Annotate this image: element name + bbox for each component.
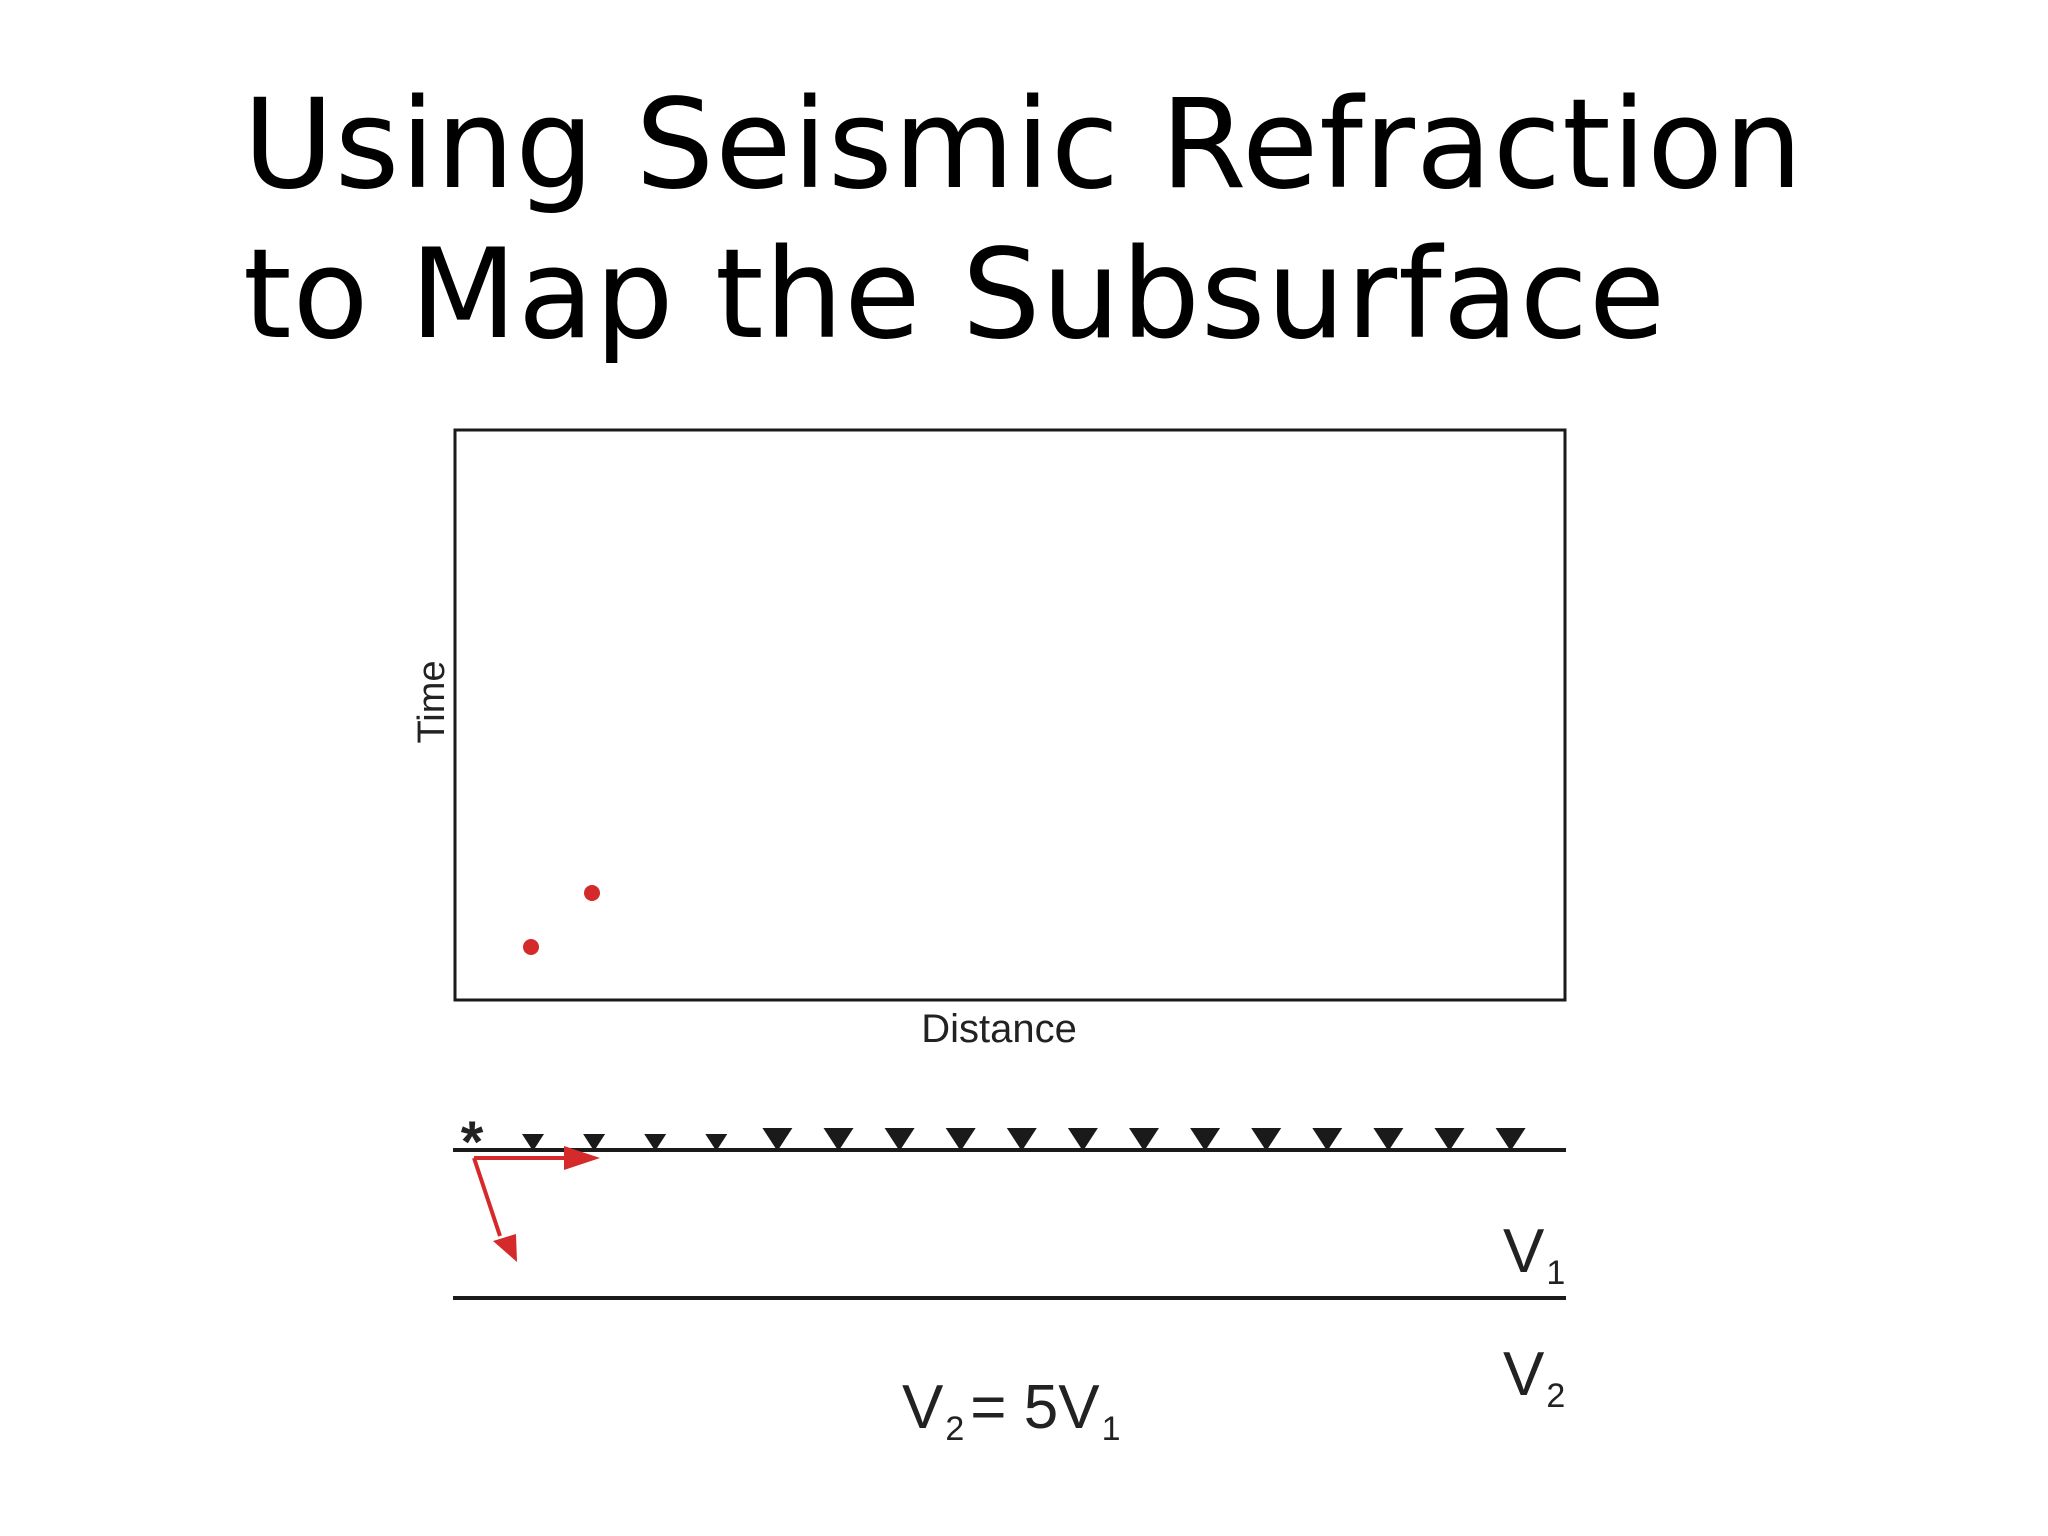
geophone-icon	[1006, 1128, 1037, 1151]
geophone-array	[522, 1128, 1526, 1151]
geophone-icon	[884, 1128, 915, 1151]
geophone-icon	[705, 1134, 728, 1151]
arrival-point	[584, 885, 600, 901]
slide-title-line-1: Using Seismic Refraction	[243, 73, 1804, 217]
layer2-velocity-label: V2	[1503, 1340, 1565, 1415]
geophone-icon	[1434, 1128, 1465, 1151]
geophone-icon	[1312, 1128, 1343, 1151]
slide-title-line-2: to Map the Subsurface	[243, 223, 1667, 367]
geophone-icon	[1251, 1128, 1282, 1151]
geophone-icon	[1495, 1128, 1526, 1151]
geophone-icon	[762, 1128, 793, 1151]
velocity-ratio-equation: V2= 5V1	[902, 1373, 1120, 1448]
downgoing-ray-arrowhead	[493, 1234, 517, 1262]
cross-section: * V1 V2 V2= 5V1	[453, 1110, 1566, 1448]
geophone-icon	[1129, 1128, 1159, 1151]
downgoing-ray-line	[472, 1157, 502, 1237]
geophone-icon	[1067, 1128, 1098, 1151]
geophone-icon	[583, 1134, 606, 1151]
travel-time-plot: Time Distance	[411, 428, 1567, 1051]
slide-title: Using Seismic Refraction to Map the Subs…	[243, 70, 1943, 370]
geophone-icon	[1190, 1128, 1221, 1151]
geophone-icon	[945, 1128, 976, 1151]
source-symbol: *	[461, 1110, 484, 1175]
arrival-point	[523, 939, 539, 955]
plot-frame	[453, 428, 1567, 1002]
geophone-icon	[823, 1128, 854, 1151]
geophone-icon	[644, 1134, 667, 1151]
geophone-icon	[522, 1134, 544, 1151]
y-axis-label: Time	[411, 660, 453, 743]
horizontal-ray-arrowhead	[564, 1146, 600, 1170]
geophone-icon	[1373, 1128, 1404, 1151]
layer1-velocity-label: V1	[1503, 1217, 1565, 1292]
x-axis-label: Distance	[921, 1007, 1077, 1051]
